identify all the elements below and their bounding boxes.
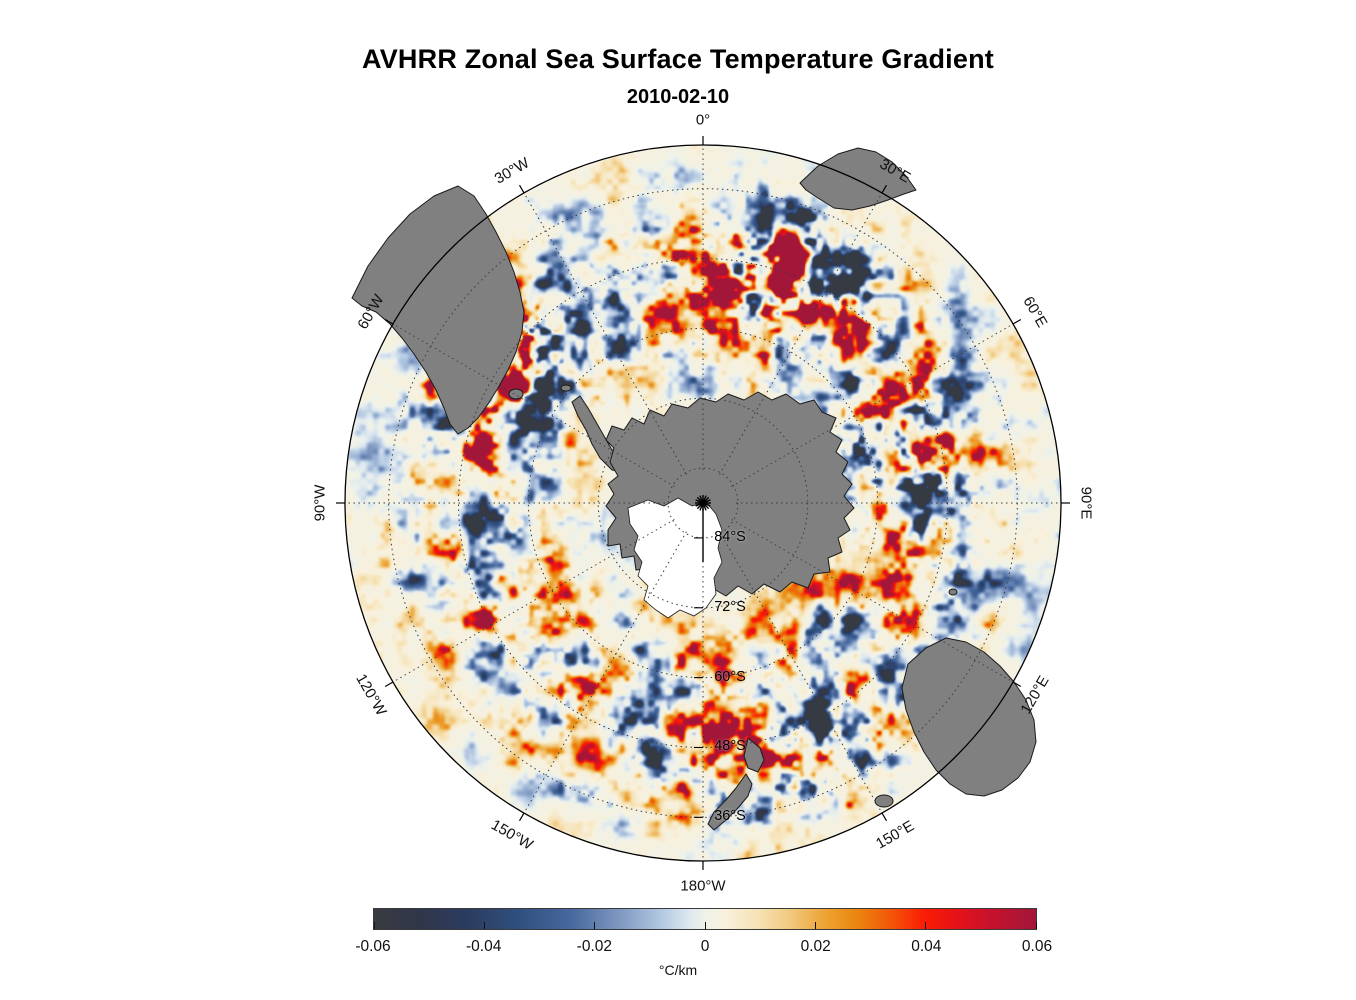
colorbar-tick-label: 0.04 — [911, 938, 942, 955]
colorbar-gradient — [374, 909, 1036, 929]
meridian-label: 60°W — [354, 291, 388, 332]
colorbar-tick-label: -0.06 — [355, 938, 391, 955]
meridian-tick — [881, 184, 888, 194]
colorbar-tick-label: -0.04 — [465, 938, 502, 955]
meridian-tick — [518, 184, 525, 194]
colorbar-tick-label: 0.02 — [800, 938, 831, 955]
parallel-label: 60°S — [714, 668, 746, 685]
colorbar-tick — [814, 922, 816, 929]
meridian-tick — [384, 681, 394, 688]
colorbar-tick — [925, 922, 927, 929]
meridian-tick — [384, 318, 394, 325]
meridian-label: 0° — [695, 111, 711, 129]
meridian-tick — [1012, 681, 1022, 688]
meridian-label: 90°W — [311, 484, 329, 522]
meridian-label: 60°E — [1019, 293, 1051, 330]
parallel-label: 72°S — [714, 598, 746, 615]
meridian-label: 180°W — [680, 877, 726, 895]
meridian-label: 90°E — [1077, 486, 1095, 520]
colorbar-tick — [704, 922, 706, 929]
meridian-tick — [1012, 318, 1022, 325]
meridian-label: 150°W — [487, 816, 536, 854]
figure-subtitle: 2010-02-10 — [626, 86, 730, 108]
colorbar-tick-label: 0 — [700, 938, 710, 955]
meridian-tick — [881, 812, 888, 822]
sst-gradient-field — [345, 145, 1061, 861]
meridian-tick — [518, 812, 525, 822]
colorbar-tick-label: -0.02 — [576, 938, 612, 955]
colorbar-tick — [483, 922, 485, 929]
colorbar-tick — [373, 922, 375, 929]
meridian-label: 150°E — [872, 817, 917, 853]
meridian-label: 30°E — [876, 155, 913, 187]
colorbar-tick — [1035, 922, 1037, 929]
colorbar — [373, 908, 1037, 930]
meridian-label: 30°W — [491, 154, 532, 188]
figure-title: AVHRR Zonal Sea Surface Temperature Grad… — [362, 44, 994, 74]
colorbar-tick — [594, 922, 596, 929]
parallel-label: 36°S — [714, 808, 746, 825]
meridian-label: 120°W — [352, 670, 390, 719]
parallel-label: 48°S — [714, 738, 746, 755]
colorbar-unit-label: °C/km — [658, 962, 698, 978]
meridian-label: 120°E — [1017, 672, 1053, 717]
colorbar-tick-label: 0.06 — [1021, 938, 1053, 955]
parallel-label: 84°S — [714, 528, 746, 545]
